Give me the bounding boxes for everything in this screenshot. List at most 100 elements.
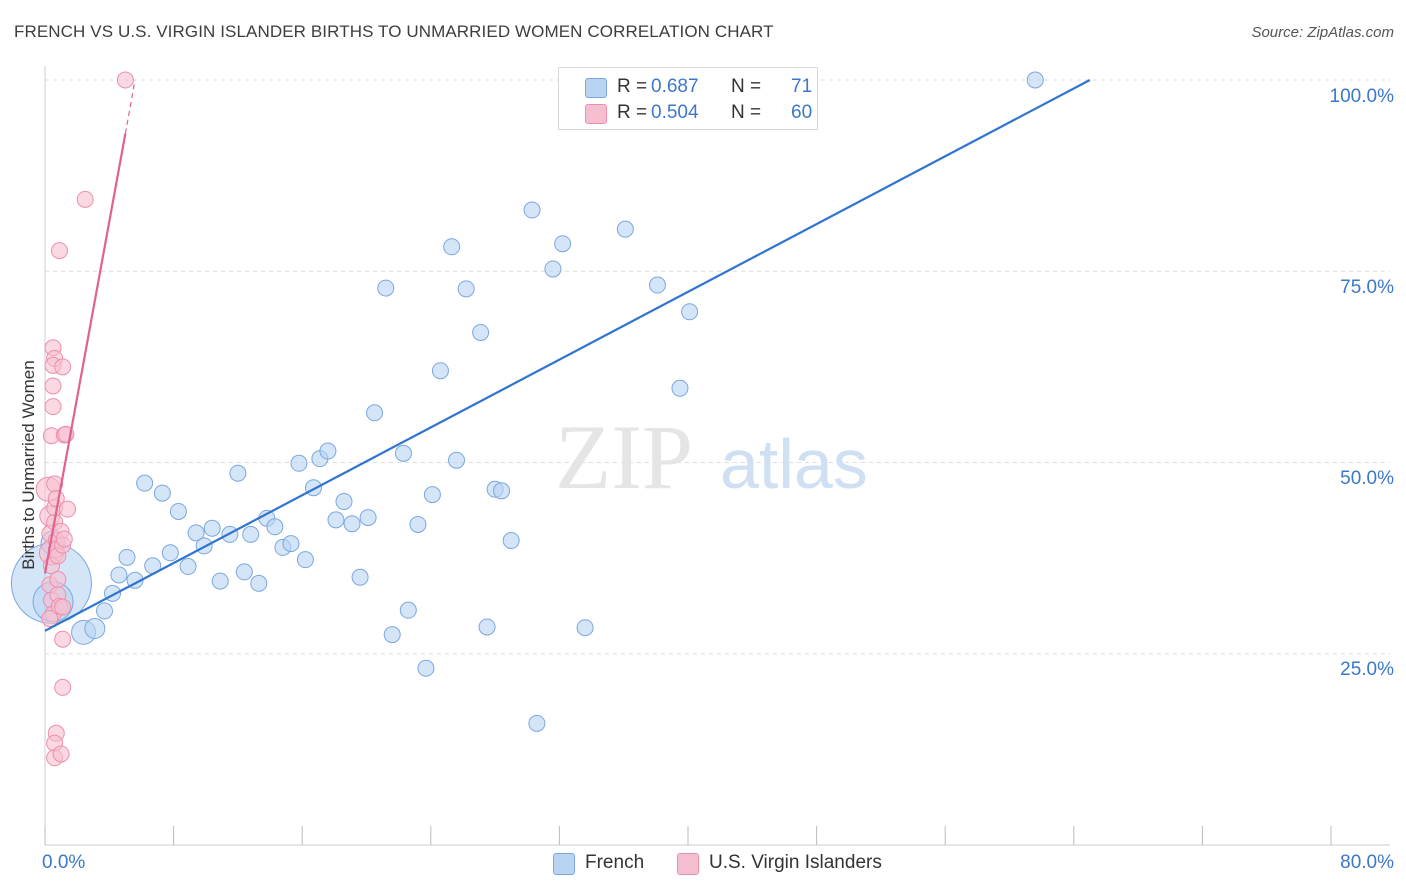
watermark-zip: ZIP <box>555 406 693 508</box>
data-point <box>431 362 449 380</box>
usvi-trend-line <box>43 133 127 574</box>
data-point <box>76 190 94 208</box>
data-point <box>95 602 113 620</box>
data-point <box>383 626 401 644</box>
data-point <box>493 482 511 500</box>
data-point <box>229 464 247 482</box>
data-point <box>394 444 412 462</box>
data-point <box>576 619 594 637</box>
data-point <box>203 519 221 537</box>
usvi-swatch <box>585 104 607 124</box>
data-point <box>44 398 62 416</box>
y-tick-label: 25.0% <box>1340 659 1394 680</box>
data-point <box>319 442 337 460</box>
data-point <box>1026 71 1044 89</box>
data-point <box>478 618 496 636</box>
x-tick-label-min: 0.0% <box>42 852 86 873</box>
data-point <box>136 474 154 492</box>
data-point <box>54 598 72 616</box>
data-point <box>84 618 106 640</box>
data-point <box>235 563 253 581</box>
data-point <box>377 279 395 297</box>
data-point <box>457 280 475 298</box>
r-label: R = <box>617 76 648 97</box>
data-point <box>49 571 67 589</box>
chart-title: FRENCH VS U.S. VIRGIN ISLANDER BIRTHS TO… <box>14 22 774 41</box>
data-point <box>366 404 384 422</box>
french-points <box>10 71 1044 732</box>
data-point <box>211 572 229 590</box>
data-point <box>528 714 546 732</box>
n-value: 71 <box>791 76 813 97</box>
data-point <box>554 235 572 253</box>
y-axis-label: Births to Unmarried Women <box>19 360 38 570</box>
french-swatch <box>585 78 607 98</box>
data-point <box>41 610 59 628</box>
data-point <box>443 238 461 256</box>
data-point <box>544 260 562 278</box>
data-point <box>116 71 134 89</box>
data-point <box>616 220 634 238</box>
data-point <box>351 568 369 586</box>
data-point <box>169 502 187 520</box>
data-point <box>296 551 314 569</box>
r-label: R = <box>617 102 648 123</box>
data-point <box>343 515 361 533</box>
data-point <box>335 493 353 511</box>
r-value: 0.504 <box>651 102 699 123</box>
data-point <box>44 377 62 395</box>
data-point <box>50 242 68 260</box>
stats-legend: R = 0.687 N = 71 R = 0.504 N = 60 <box>558 67 818 130</box>
french-legend-swatch <box>553 853 575 875</box>
y-tick-label: 100.0% <box>1329 86 1394 107</box>
n-label: N = <box>731 102 762 123</box>
axes <box>44 66 1390 846</box>
data-point <box>409 515 427 533</box>
data-point <box>648 276 666 294</box>
data-point <box>118 548 136 566</box>
data-point <box>54 678 72 696</box>
data-point <box>417 659 435 677</box>
data-point <box>523 201 541 219</box>
data-point <box>54 358 72 376</box>
y-tick-label: 75.0% <box>1340 277 1394 298</box>
data-point <box>359 509 377 527</box>
r-value: 0.687 <box>651 76 699 97</box>
data-point <box>399 601 417 619</box>
usvi-trend-extension <box>124 79 136 134</box>
watermark-atlas: atlas <box>720 425 868 503</box>
n-label: N = <box>731 76 762 97</box>
trend-lines <box>43 79 1091 632</box>
data-point <box>52 745 70 763</box>
data-point <box>502 532 520 550</box>
data-point <box>54 630 72 648</box>
zipatlas-watermark: ZIP atlas <box>555 406 868 508</box>
data-point <box>250 574 268 592</box>
data-point <box>290 454 308 472</box>
data-point <box>681 303 699 321</box>
y-tick-label: 50.0% <box>1340 468 1394 489</box>
french-legend-label: French <box>585 852 645 873</box>
data-point <box>266 518 284 536</box>
data-point <box>187 524 205 542</box>
usvi-legend-label: U.S. Virgin Islanders <box>709 852 882 873</box>
data-point <box>327 511 345 529</box>
data-point <box>153 484 171 502</box>
data-point <box>448 451 466 469</box>
data-point <box>242 525 260 543</box>
x-tick-label-max: 80.0% <box>1340 852 1394 873</box>
data-point <box>282 535 300 553</box>
usvi-points <box>35 71 134 767</box>
data-point <box>671 379 689 397</box>
data-point <box>472 323 490 341</box>
data-point <box>55 530 73 548</box>
data-point <box>179 558 197 576</box>
usvi-legend-swatch <box>677 853 699 875</box>
source-label: Source: ZipAtlas.com <box>1251 24 1394 41</box>
french-trend-line <box>44 79 1091 632</box>
data-point <box>161 544 179 562</box>
n-value: 60 <box>791 102 813 123</box>
data-point <box>110 566 128 584</box>
data-point <box>59 500 77 518</box>
